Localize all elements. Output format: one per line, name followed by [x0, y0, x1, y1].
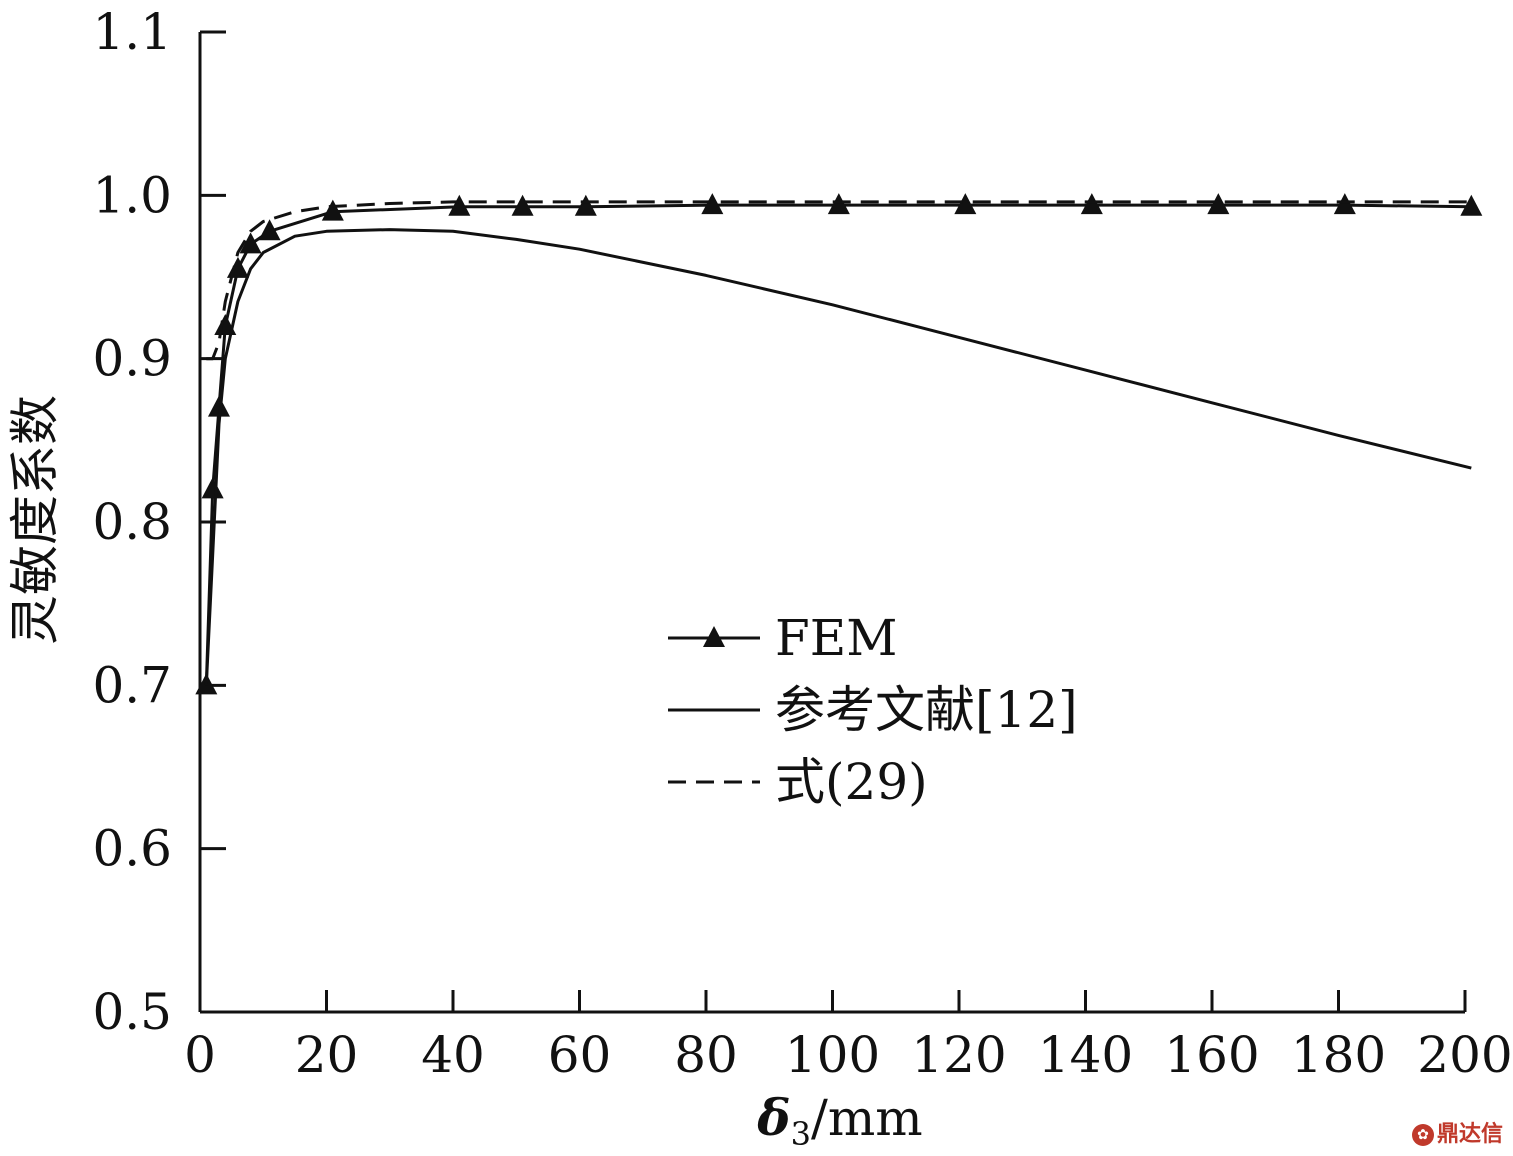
y-tick-label: 0.9 — [92, 330, 172, 388]
x-tick-label: 180 — [1291, 1026, 1386, 1084]
series-1 — [204, 228, 1472, 686]
data-point — [701, 193, 724, 215]
data-point — [574, 194, 597, 216]
legend-label: 参考文献[12] — [775, 681, 1078, 739]
logo-icon: ✿ — [1411, 1124, 1434, 1146]
data-point — [827, 193, 850, 215]
legend: FEM 参考文献[12] 式(29) — [668, 609, 1078, 811]
legend-item: FEM — [668, 609, 897, 667]
data-point — [1460, 194, 1483, 216]
y-tick-label: 1.0 — [92, 166, 172, 224]
legend-label: 式(29) — [775, 753, 928, 811]
x-tick-label: 80 — [674, 1026, 738, 1084]
series-layer — [195, 193, 1483, 695]
x-tick-label: 140 — [1038, 1026, 1133, 1084]
x-tick-label: 200 — [1417, 1026, 1512, 1084]
series-line — [206, 200, 1472, 361]
x-tick-label: 160 — [1164, 1026, 1259, 1084]
axes — [198, 32, 1465, 1014]
legend-item: 参考文献[12] — [668, 681, 1078, 739]
data-point — [1207, 193, 1230, 215]
legend-marker — [703, 626, 725, 647]
data-point — [258, 219, 281, 241]
y-tick-label: 0.5 — [92, 983, 172, 1041]
series-line — [204, 228, 1472, 686]
y-tick-label: 1.1 — [92, 3, 172, 61]
x-axis-title-symbol: δ — [756, 1088, 790, 1147]
x-axis-title-subscript: 3 — [791, 1115, 811, 1153]
data-point — [239, 232, 262, 254]
x-ticks: 0 20 40 60 80 100 120 140 160 180 200 — [184, 990, 1513, 1084]
y-tick-label: 0.7 — [92, 656, 172, 714]
data-point — [511, 194, 534, 216]
x-tick-label: 40 — [421, 1026, 485, 1084]
x-tick-label: 20 — [295, 1026, 359, 1084]
data-point — [1080, 193, 1103, 215]
data-point — [226, 256, 249, 278]
data-point — [448, 194, 471, 216]
x-axis-title: δ3/mm — [756, 1088, 922, 1153]
data-point — [1333, 193, 1356, 215]
data-point — [954, 193, 977, 215]
x-tick-label: 120 — [911, 1026, 1006, 1084]
x-tick-label: 100 — [785, 1026, 880, 1084]
data-point — [321, 199, 344, 221]
legend-item: 式(29) — [668, 753, 928, 811]
y-tick-label: 0.6 — [92, 820, 172, 878]
watermark-text: 鼎达信 — [1436, 1122, 1503, 1147]
y-tick-label: 0.8 — [92, 493, 172, 551]
watermark: ✿ 鼎达信 — [1411, 1116, 1503, 1148]
y-axis-title: 灵敏度系数 — [6, 395, 64, 645]
series-line — [204, 203, 1472, 686]
data-point — [207, 395, 230, 417]
legend-label: FEM — [775, 609, 897, 667]
y-ticks: 0.5 0.6 0.7 0.8 0.9 1.0 1.1 — [92, 3, 226, 1041]
x-tick-label: 0 — [184, 1026, 216, 1084]
data-point — [201, 477, 224, 499]
x-tick-label: 60 — [548, 1026, 612, 1084]
series-2 — [206, 200, 1472, 361]
x-axis-title-unit: /mm — [811, 1089, 923, 1147]
